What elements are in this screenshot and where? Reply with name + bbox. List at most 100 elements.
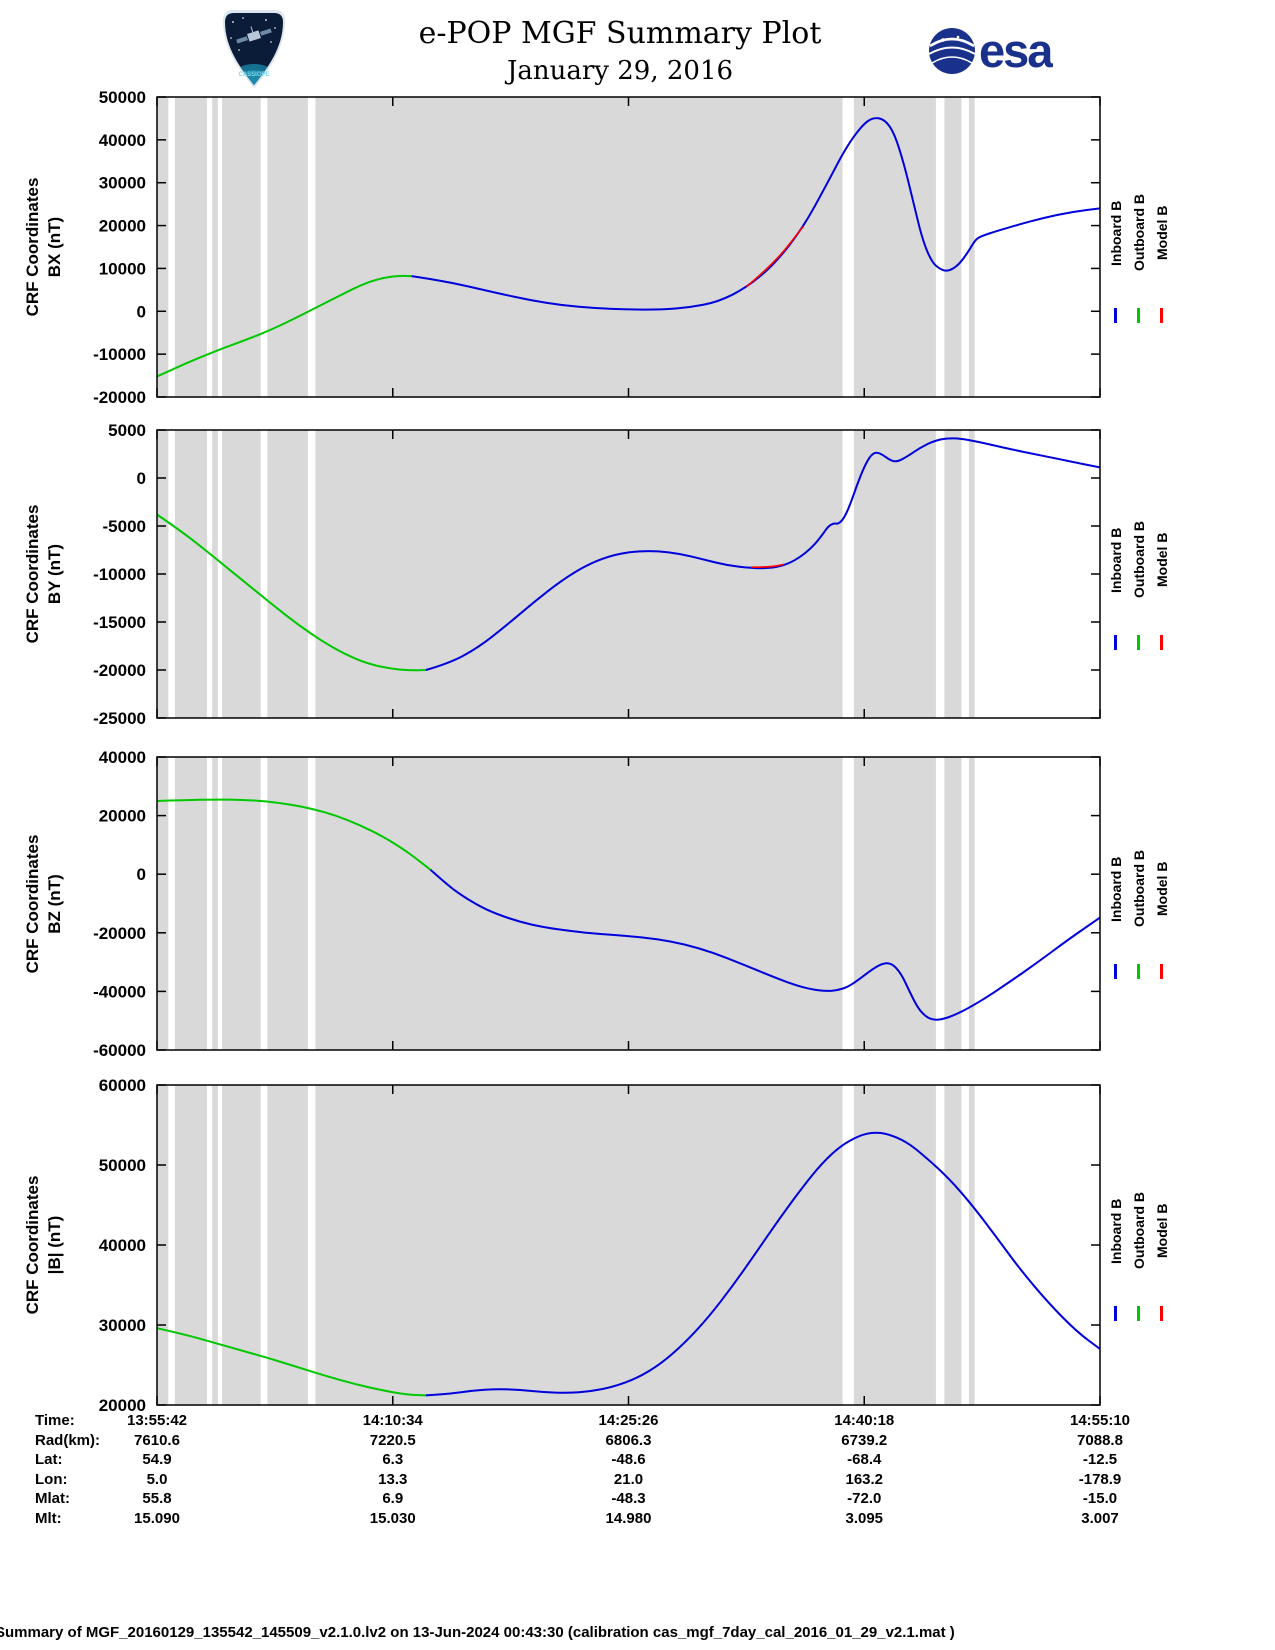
panel-bx: CRF Coordinates BX (nT) 50000 40000 30000 2…	[0, 88, 1275, 407]
y-tick-label: -20000	[93, 924, 146, 943]
legend-bmag: Inboard B Outboard B Model B	[1104, 1085, 1173, 1405]
info-value: 7088.8	[1077, 1431, 1123, 1449]
info-value: 3.095	[845, 1509, 884, 1527]
esa-wordmark: esa	[979, 24, 1053, 77]
y-tick-label: 40000	[99, 131, 146, 150]
esa-globe-icon	[928, 28, 976, 74]
legend-label: Outboard B	[1130, 1192, 1147, 1269]
shade-gap	[260, 757, 268, 1050]
shade-gap	[842, 430, 854, 718]
info-value: 13:55:42	[126, 1412, 188, 1429]
inboard-b-line	[425, 1131, 1101, 1397]
y-tick-label: -40000	[93, 982, 146, 1001]
info-value: 55.8	[142, 1490, 172, 1507]
patch-label: CASSIOPE	[238, 72, 269, 78]
satellite-icon	[236, 26, 272, 44]
ephemeris-table: Time: 13:55:42 14:10:34 14:25:26 14:40:18 14:…	[0, 1412, 1275, 1529]
info-value: 21.0	[613, 1470, 644, 1488]
shade-gap	[935, 757, 945, 1050]
plot-title: e-POP MGF Summary Plot	[418, 16, 822, 51]
y-tick-label: 40000	[99, 1236, 146, 1255]
outboard-b-line	[156, 1327, 426, 1397]
legend-entry: Inboard B	[1104, 499, 1127, 650]
info-value: 15.030	[369, 1509, 416, 1527]
panel-by: CRF Coordinates BY (nT) 5000 0 -5000 -10000…	[0, 421, 1275, 728]
legend-entry: Outboard B	[1127, 499, 1150, 650]
y-axis-label-bz: CRF Coordinates BZ (nT)	[22, 834, 64, 973]
info-value: 3.007	[1081, 1509, 1119, 1527]
info-value: 14:40:18	[834, 1412, 895, 1429]
info-value: -178.9	[1078, 1470, 1122, 1488]
legend-label: Outboard B	[1130, 521, 1147, 598]
shade-gap	[206, 97, 213, 397]
y-tick-label: -60000	[93, 1041, 146, 1060]
info-row-label: Time:	[35, 1412, 75, 1429]
info-value: 6806.3	[605, 1431, 652, 1449]
legend-by: Inboard B Outboard B Model B	[1104, 430, 1173, 718]
shade-gap	[168, 1085, 175, 1405]
info-value: 163.2	[845, 1470, 884, 1488]
shade-gap	[217, 97, 223, 397]
info-value: 14:55:10	[1069, 1412, 1131, 1429]
legend-line-sample	[1114, 634, 1117, 650]
shade-gap	[842, 757, 854, 1050]
shade-gap	[217, 757, 223, 1050]
inboard-b-line	[425, 437, 1101, 671]
shade-gap	[260, 1085, 268, 1405]
info-value: 14:10:34	[362, 1412, 423, 1429]
info-value: 7610.6	[134, 1431, 180, 1449]
legend-entry: Model B	[1150, 172, 1173, 323]
shade-gap	[935, 430, 945, 718]
legend-line-sample	[1160, 307, 1163, 323]
y-tick-label: -20000	[93, 661, 146, 680]
info-value: 15.090	[134, 1509, 180, 1527]
outboard-b-line	[156, 274, 412, 378]
info-value: 6739.2	[841, 1431, 888, 1449]
y-tick-label: 5000	[108, 421, 146, 440]
legend-label: Model B	[1153, 861, 1170, 917]
legend-label: Inboard B	[1107, 199, 1124, 266]
y-tick-label: -5000	[103, 517, 146, 536]
legend-entry: Inboard B	[1104, 1170, 1127, 1321]
y-tick-label: 50000	[99, 88, 146, 107]
info-row-mlat: Mlat: 55.8 6.9 -48.3 -72.0 -15.0	[0, 1490, 1275, 1510]
shade-gap	[307, 97, 316, 397]
legend-line-sample	[1137, 307, 1140, 323]
info-value: 6.3	[382, 1451, 404, 1468]
shade-gap	[217, 430, 223, 718]
legend-label: Outboard B	[1130, 194, 1147, 271]
legend-line-sample	[1114, 1305, 1117, 1321]
y-tick-label: -10000	[93, 345, 146, 364]
shade-gap	[961, 1085, 969, 1405]
legend-bx: Inboard B Outboard B Model B	[1104, 97, 1173, 397]
info-value: -68.4	[847, 1451, 882, 1468]
shade-gap	[935, 97, 945, 397]
y-tick-label: 40000	[99, 748, 146, 767]
info-value: -15.0	[1082, 1490, 1118, 1507]
model-b-line	[751, 563, 785, 568]
plot-frame	[156, 429, 1101, 719]
footer-summary-text: Summary of MGF_20160129_135542_145509_v2…	[0, 1624, 955, 1641]
panel-bz: CRF Coordinates BZ (nT) 40000 20000 0 -2000…	[0, 748, 1275, 1060]
legend-line-sample	[1137, 964, 1140, 979]
legend-line-sample	[1137, 1305, 1140, 1321]
cassiope-mission-patch: CASSIOPE	[223, 10, 285, 88]
legend-entry: Model B	[1150, 828, 1173, 979]
legend-label: Inboard B	[1107, 856, 1124, 922]
info-value: -48.3	[611, 1490, 646, 1507]
legend-line-sample	[1160, 1305, 1163, 1321]
legend-entry: Outboard B	[1127, 172, 1150, 323]
y-tick-label: 20000	[99, 217, 146, 236]
plot-date: January 29, 2016	[506, 56, 734, 86]
info-value: -72.0	[847, 1490, 882, 1507]
legend-line-sample	[1114, 964, 1117, 979]
plot-frame	[156, 756, 1101, 1051]
shaded-region	[157, 430, 975, 718]
legend-label: Inboard B	[1107, 526, 1124, 593]
shade-gap	[206, 430, 213, 718]
shade-gap	[935, 1085, 945, 1405]
info-row-time: Time: 13:55:42 14:10:34 14:25:26 14:40:18 14:…	[0, 1412, 1275, 1432]
info-value: -48.6	[611, 1451, 646, 1468]
plot-frame	[156, 1084, 1101, 1406]
